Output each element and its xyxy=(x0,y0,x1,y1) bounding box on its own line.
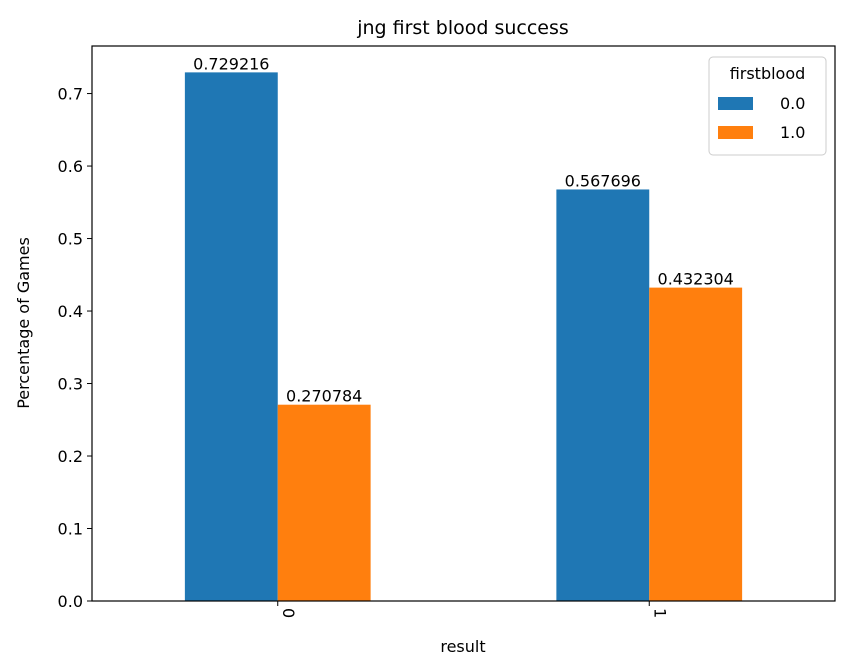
data-label-series-0-cat-0: 0.729216 xyxy=(193,54,269,73)
legend-label-1: 1.0 xyxy=(780,123,805,142)
legend-swatch-0 xyxy=(718,97,753,110)
bar-series-0-cat-0 xyxy=(184,72,278,601)
axes-frame xyxy=(91,45,836,602)
legend-swatch-1 xyxy=(718,126,753,139)
bar-series-0-cat-1 xyxy=(556,189,650,601)
legend-title: firstblood xyxy=(730,64,806,83)
data-label-series-0-cat-1: 0.567696 xyxy=(565,171,641,190)
y-tick-label-5: 0.5 xyxy=(58,230,83,249)
y-tick-label-2: 0.2 xyxy=(58,447,83,466)
y-axis-label: Percentage of Games xyxy=(14,237,33,409)
chart-title: jng first blood success xyxy=(356,17,569,39)
bar-series-1-cat-1 xyxy=(649,287,743,601)
plot-area: 0.729216 0.270784 0 0.567696 0.432304 1 0.0 0.1… xyxy=(58,45,836,618)
x-tick-label-1: 1 xyxy=(650,608,669,618)
y-tick-label-3: 0.3 xyxy=(58,375,83,394)
y-tick-label-4: 0.4 xyxy=(58,302,83,321)
x-axis-label: result xyxy=(440,637,485,656)
legend: firstblood 0.0 1.0 xyxy=(708,56,827,156)
y-tick-label-6: 0.6 xyxy=(58,157,83,176)
x-tick-label-0: 0 xyxy=(279,608,298,618)
data-label-series-1-cat-0: 0.270784 xyxy=(286,387,362,406)
data-label-series-1-cat-1: 0.432304 xyxy=(658,270,734,289)
bar-series-1-cat-0 xyxy=(277,404,371,601)
y-tick-label-1: 0.1 xyxy=(58,520,83,539)
legend-label-0: 0.0 xyxy=(780,94,805,113)
y-tick-label-7: 0.7 xyxy=(58,85,83,104)
y-tick-label-0: 0.0 xyxy=(58,592,83,611)
